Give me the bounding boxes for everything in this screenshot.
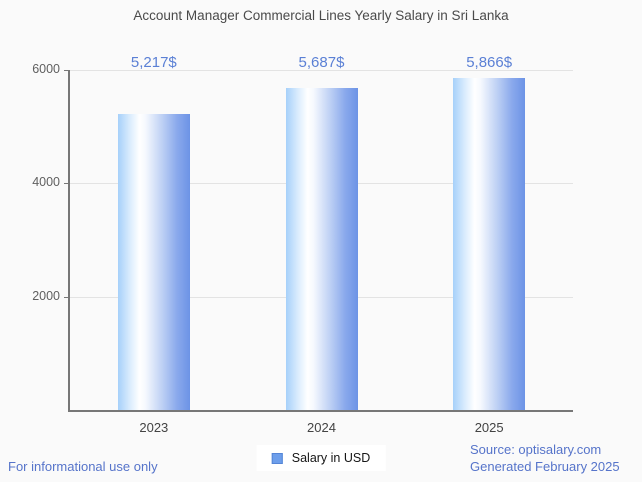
chart-title-text: Account Manager Commercial Lines Yearly …: [133, 8, 509, 23]
source-attribution: Source: optisalary.com Generated Februar…: [470, 441, 620, 475]
chart-title: Account Manager Commercial Lines Yearly …: [0, 7, 642, 25]
bar-value-label: 5,866$: [466, 54, 513, 71]
source-text: Source: optisalary.com: [470, 442, 602, 457]
bar: [117, 114, 190, 410]
bar: [453, 77, 526, 410]
bar: [285, 87, 358, 410]
legend-swatch-icon: [271, 452, 283, 464]
y-axis: [68, 70, 70, 412]
legend-label: Salary in USD: [291, 451, 371, 465]
y-tick: [64, 296, 70, 298]
x-tick-label: 2025: [474, 420, 504, 435]
generated-text: Generated February 2025: [470, 459, 620, 474]
gridline: [70, 70, 573, 71]
disclaimer-text: For informational use only: [8, 459, 158, 474]
y-tick: [64, 70, 70, 71]
y-tick-label: 2000: [32, 288, 60, 303]
y-tick: [64, 183, 70, 185]
legend: Salary in USD: [256, 445, 386, 471]
x-axis: [68, 410, 573, 412]
y-tick-label: 4000: [32, 175, 60, 190]
bar-value-label: 5,687$: [298, 54, 345, 71]
x-tick-label: 2023: [139, 420, 169, 435]
y-tick-label: 6000: [32, 62, 60, 76]
bar-value-label: 5,217$: [130, 54, 177, 71]
x-tick-label: 2024: [307, 420, 336, 435]
